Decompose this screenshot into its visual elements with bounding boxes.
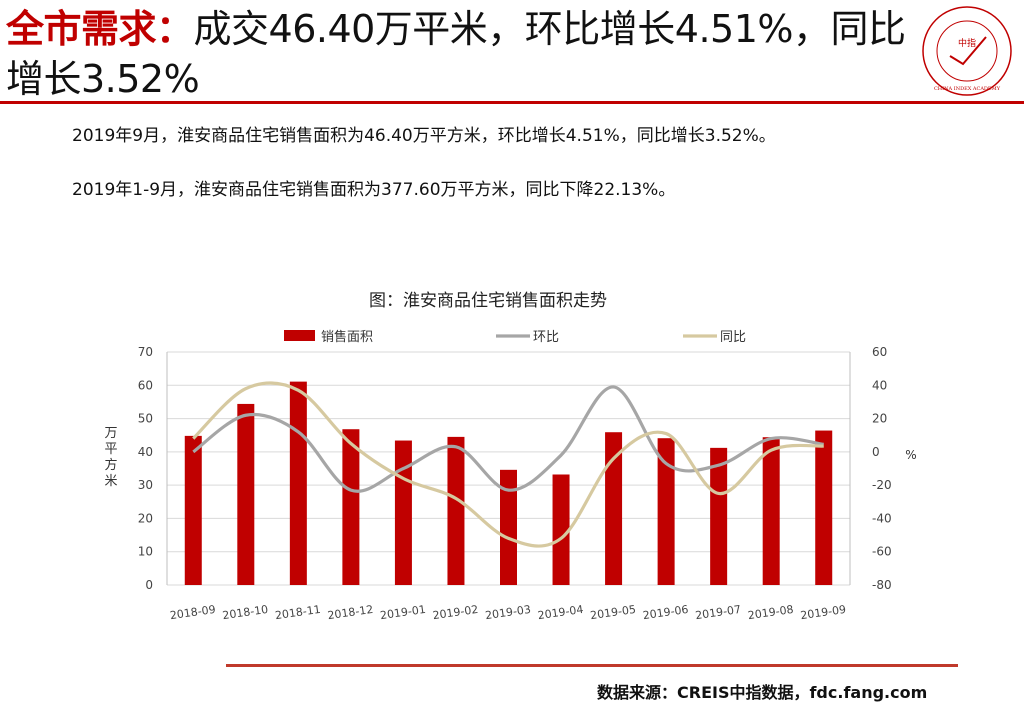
bar-sales-area [552,474,570,585]
bar-sales-area [394,440,412,585]
y-tick-label: 40 [138,445,153,459]
chart-title: 图：淮安商品住宅销售面积走势 [369,291,607,311]
x-tick-label: 2019-03 [484,603,531,622]
y2-tick-label: 40 [872,378,887,392]
data-source: 数据来源：CREIS中指数据，fdc.fang.com [597,683,928,702]
logo-center-text: 中指 [958,37,976,49]
x-tick-label: 2019-08 [747,603,794,622]
bar-sales-area [184,435,202,585]
legend-label: 环比 [533,330,559,345]
title-rest: 成交46.40万平米，环比增长4.51%，同比增长3.52% [6,7,906,101]
x-tick-label: 2018-12 [327,603,374,622]
x-tick-label: 2018-09 [169,603,216,622]
y-axis-label-char: 平 [104,442,117,457]
legend-swatch-sales [284,330,315,341]
y2-tick-label: -60 [872,545,892,559]
x-tick-label: 2019-06 [642,603,689,622]
bar-sales-area [710,447,728,585]
x-tick-label: 2019-01 [379,603,426,622]
y2-tick-label: 20 [872,412,887,426]
bar-sales-area [237,403,255,585]
legend-label: 销售面积 [321,329,373,345]
y-axis-label-char: 方 [104,457,117,473]
bar-sales-area [605,432,623,585]
title-divider [0,101,1024,104]
title-lead: 全市需求： [6,7,194,51]
y-tick-label: 20 [138,511,153,525]
y2-tick-label: -80 [872,578,892,592]
x-tick-label: 2018-11 [274,603,321,622]
logo-check-mark [949,36,987,66]
bar-sales-area [500,469,517,585]
y-tick-label: 10 [138,545,153,559]
bar-sales-area [289,381,307,585]
logo-inner-ring [936,20,998,82]
bar-sales-area [447,436,465,585]
y-tick-label: 30 [138,478,153,492]
logo-ring-text: CHINA INDEX ACADEMY [934,86,1001,92]
y-tick-label: 50 [138,412,153,426]
y2-tick-label: -40 [872,511,892,525]
legend-label: 同比 [720,330,746,345]
y2-tick-label: 60 [872,345,887,359]
bar-sales-area [342,429,360,585]
x-tick-label: 2019-07 [695,603,742,622]
summary-paragraph-1: 2019年9月，淮安商品住宅销售面积为46.40万平方米，环比增长4.51%，同… [72,126,776,146]
bar-sales-area [762,437,780,585]
y2-tick-label: 0 [872,445,880,459]
china-index-academy-logo: 中指 CHINA INDEX ACADEMY [922,6,1012,96]
bar-sales-area [657,438,675,585]
footer-divider [226,664,958,667]
x-tick-label: 2019-02 [432,603,479,622]
page-title: 全市需求：成交46.40万平米，环比增长4.51%，同比增长3.52% [6,4,906,104]
summary-paragraph-2: 2019年1-9月，淮安商品住宅销售面积为377.60万平方米，同比下降22.1… [72,180,676,200]
x-tick-label: 2019-04 [537,603,584,622]
x-tick-label: 2018-10 [222,603,269,622]
x-tick-label: 2019-09 [800,603,847,622]
y-tick-label: 60 [138,378,153,392]
y-tick-label: 70 [138,345,153,359]
y2-tick-label: -20 [872,478,892,492]
logo-outer-ring [922,6,1012,96]
y-tick-label: 0 [145,578,153,592]
y2-axis-label: % [905,448,916,462]
y-axis-label-char: 米 [104,474,117,489]
bar-sales-area [815,430,833,585]
y-axis-label-char: 万 [104,426,117,441]
x-tick-label: 2019-05 [589,603,636,622]
